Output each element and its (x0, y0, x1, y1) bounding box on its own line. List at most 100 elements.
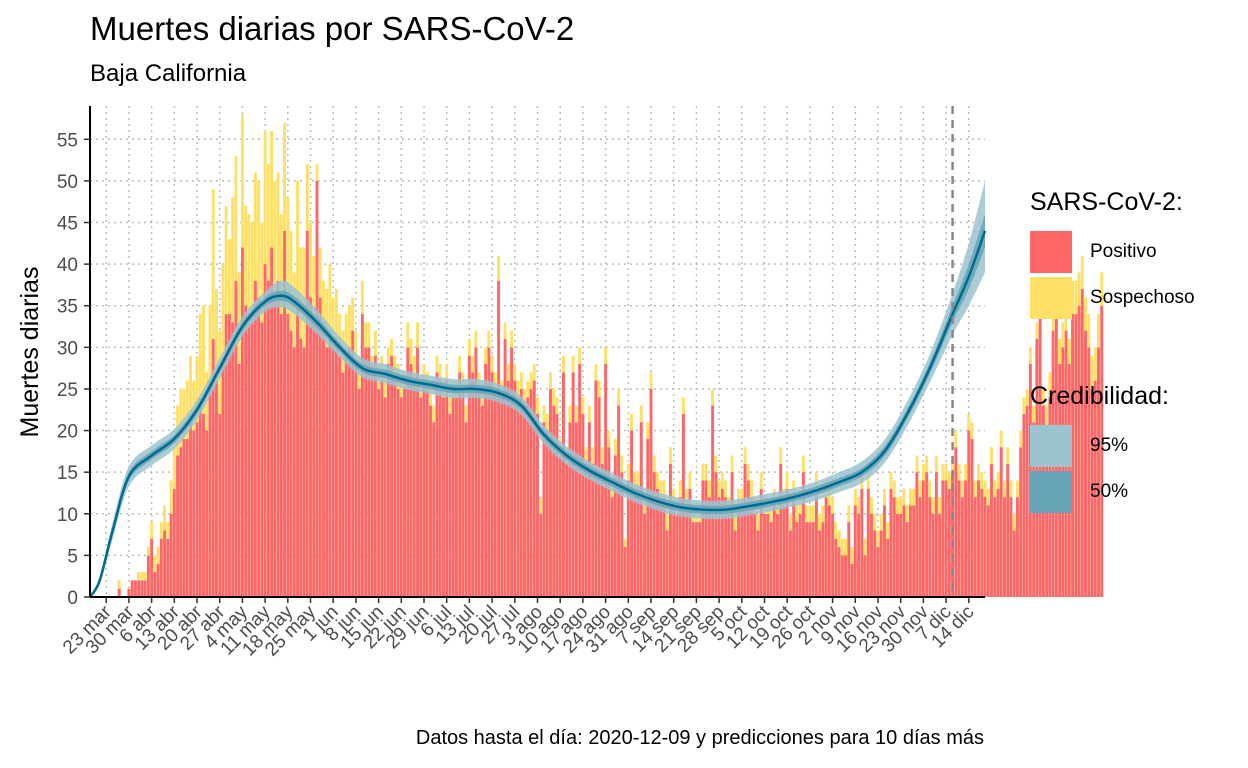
bar-positivo (263, 264, 267, 597)
bar-positivo (587, 422, 591, 597)
bar-sospechoso (944, 463, 948, 481)
bar-positivo (172, 488, 176, 597)
bar-positivo (827, 505, 831, 597)
bar-positivo (818, 530, 822, 597)
bar-sospechoso (1074, 280, 1078, 315)
bar-sospechoso (159, 522, 163, 539)
bar-sospechoso (853, 488, 857, 506)
bar-positivo (925, 472, 929, 597)
bar-positivo (331, 347, 335, 597)
bar-positivo (189, 413, 192, 597)
bar-sospechoso (172, 447, 176, 489)
bar-sospechoso (351, 297, 355, 331)
bar-positivo (746, 480, 750, 597)
legend-status-title: SARS-CoV-2: (1030, 188, 1183, 216)
bar-sospechoso (467, 339, 471, 356)
bar-sospechoso (1061, 322, 1065, 348)
bar-positivo (370, 372, 374, 597)
bar-sospechoso (247, 214, 251, 323)
bar-positivo (895, 513, 899, 597)
bar-sospechoso (957, 463, 961, 481)
bar-positivo (737, 505, 741, 597)
bar-sospechoso (850, 547, 854, 564)
bar-positivo (967, 430, 971, 597)
bar-sospechoso (322, 280, 325, 323)
bar-positivo (675, 513, 679, 597)
bar-sospechoso (422, 363, 426, 381)
bar-positivo (523, 405, 526, 597)
bar-positivo (416, 347, 419, 597)
bar-sospechoso (870, 497, 873, 514)
bar-positivo (1077, 305, 1081, 597)
bar-positivo (529, 388, 533, 597)
bar-positivo (772, 505, 776, 597)
bar-positivo (973, 497, 977, 597)
bar-positivo (798, 513, 802, 597)
bar-sospechoso (270, 130, 274, 248)
bar-positivo (458, 372, 462, 597)
bar-positivo (1080, 289, 1084, 597)
bar-sospechoso (445, 363, 449, 381)
bar-positivo (766, 513, 770, 597)
bar-positivo (886, 538, 890, 597)
bar-sospechoso (549, 372, 552, 389)
bar-sospechoso (737, 488, 741, 506)
bar-positivo (176, 455, 180, 597)
bar-positivo (549, 388, 552, 597)
y-tick-label: 55 (57, 130, 78, 151)
bar-sospechoso (539, 497, 543, 514)
bar-positivo (380, 380, 384, 597)
bar-positivo (785, 488, 789, 597)
bar-sospechoso (837, 530, 841, 548)
bar-positivo (137, 580, 141, 597)
bar-positivo (555, 413, 559, 597)
bar-positivo (581, 413, 585, 597)
bar-sospechoso (714, 455, 718, 473)
bar-positivo (240, 247, 244, 597)
bar-sospechoso (591, 447, 595, 464)
bar-positivo (753, 513, 757, 597)
bar-positivo (1087, 347, 1091, 597)
bar-sospechoso (137, 572, 141, 581)
bar-positivo (224, 314, 228, 597)
bar-sospechoso (834, 522, 838, 539)
bar-positivo (419, 397, 423, 597)
bar-sospechoso (561, 355, 565, 373)
bar-positivo (717, 497, 721, 597)
bar-positivo (237, 363, 241, 597)
bar-sospechoso (383, 380, 387, 398)
bars (117, 114, 1104, 597)
bar-sospechoso (613, 438, 617, 456)
bar-sospechoso (568, 405, 572, 423)
bar-sospechoso (908, 488, 912, 506)
bar-sospechoso (412, 355, 416, 381)
bar-positivo (656, 488, 659, 597)
bar-sospechoso (169, 480, 173, 514)
bar-positivo (847, 522, 851, 597)
bar-sospechoso (163, 505, 167, 531)
bar-positivo (983, 497, 987, 597)
bar-sospechoso (681, 397, 685, 414)
bar-positivo (892, 497, 896, 597)
bar-sospechoso (195, 355, 199, 423)
bar-positivo (1084, 330, 1087, 597)
bar-sospechoso (1032, 405, 1036, 423)
bar-positivo (461, 388, 465, 597)
bar-positivo (652, 472, 656, 597)
bar-sospechoso (905, 505, 909, 523)
bar-sospechoso (1048, 372, 1052, 398)
bar-positivo (844, 555, 848, 597)
bar-positivo (584, 463, 588, 597)
bar-sospechoso (1009, 480, 1013, 498)
bar-positivo (270, 247, 274, 597)
bar-sospechoso (785, 472, 789, 489)
bar-positivo (863, 555, 867, 597)
bar-sospechoso (532, 363, 536, 381)
bar-positivo (620, 472, 624, 597)
bar-sospechoso (1077, 272, 1081, 306)
bar-sospechoso (678, 480, 682, 498)
bar-positivo (776, 513, 779, 597)
bar-positivo (1071, 314, 1075, 597)
fit-line (88, 230, 987, 598)
bar-sospechoso (581, 397, 585, 414)
